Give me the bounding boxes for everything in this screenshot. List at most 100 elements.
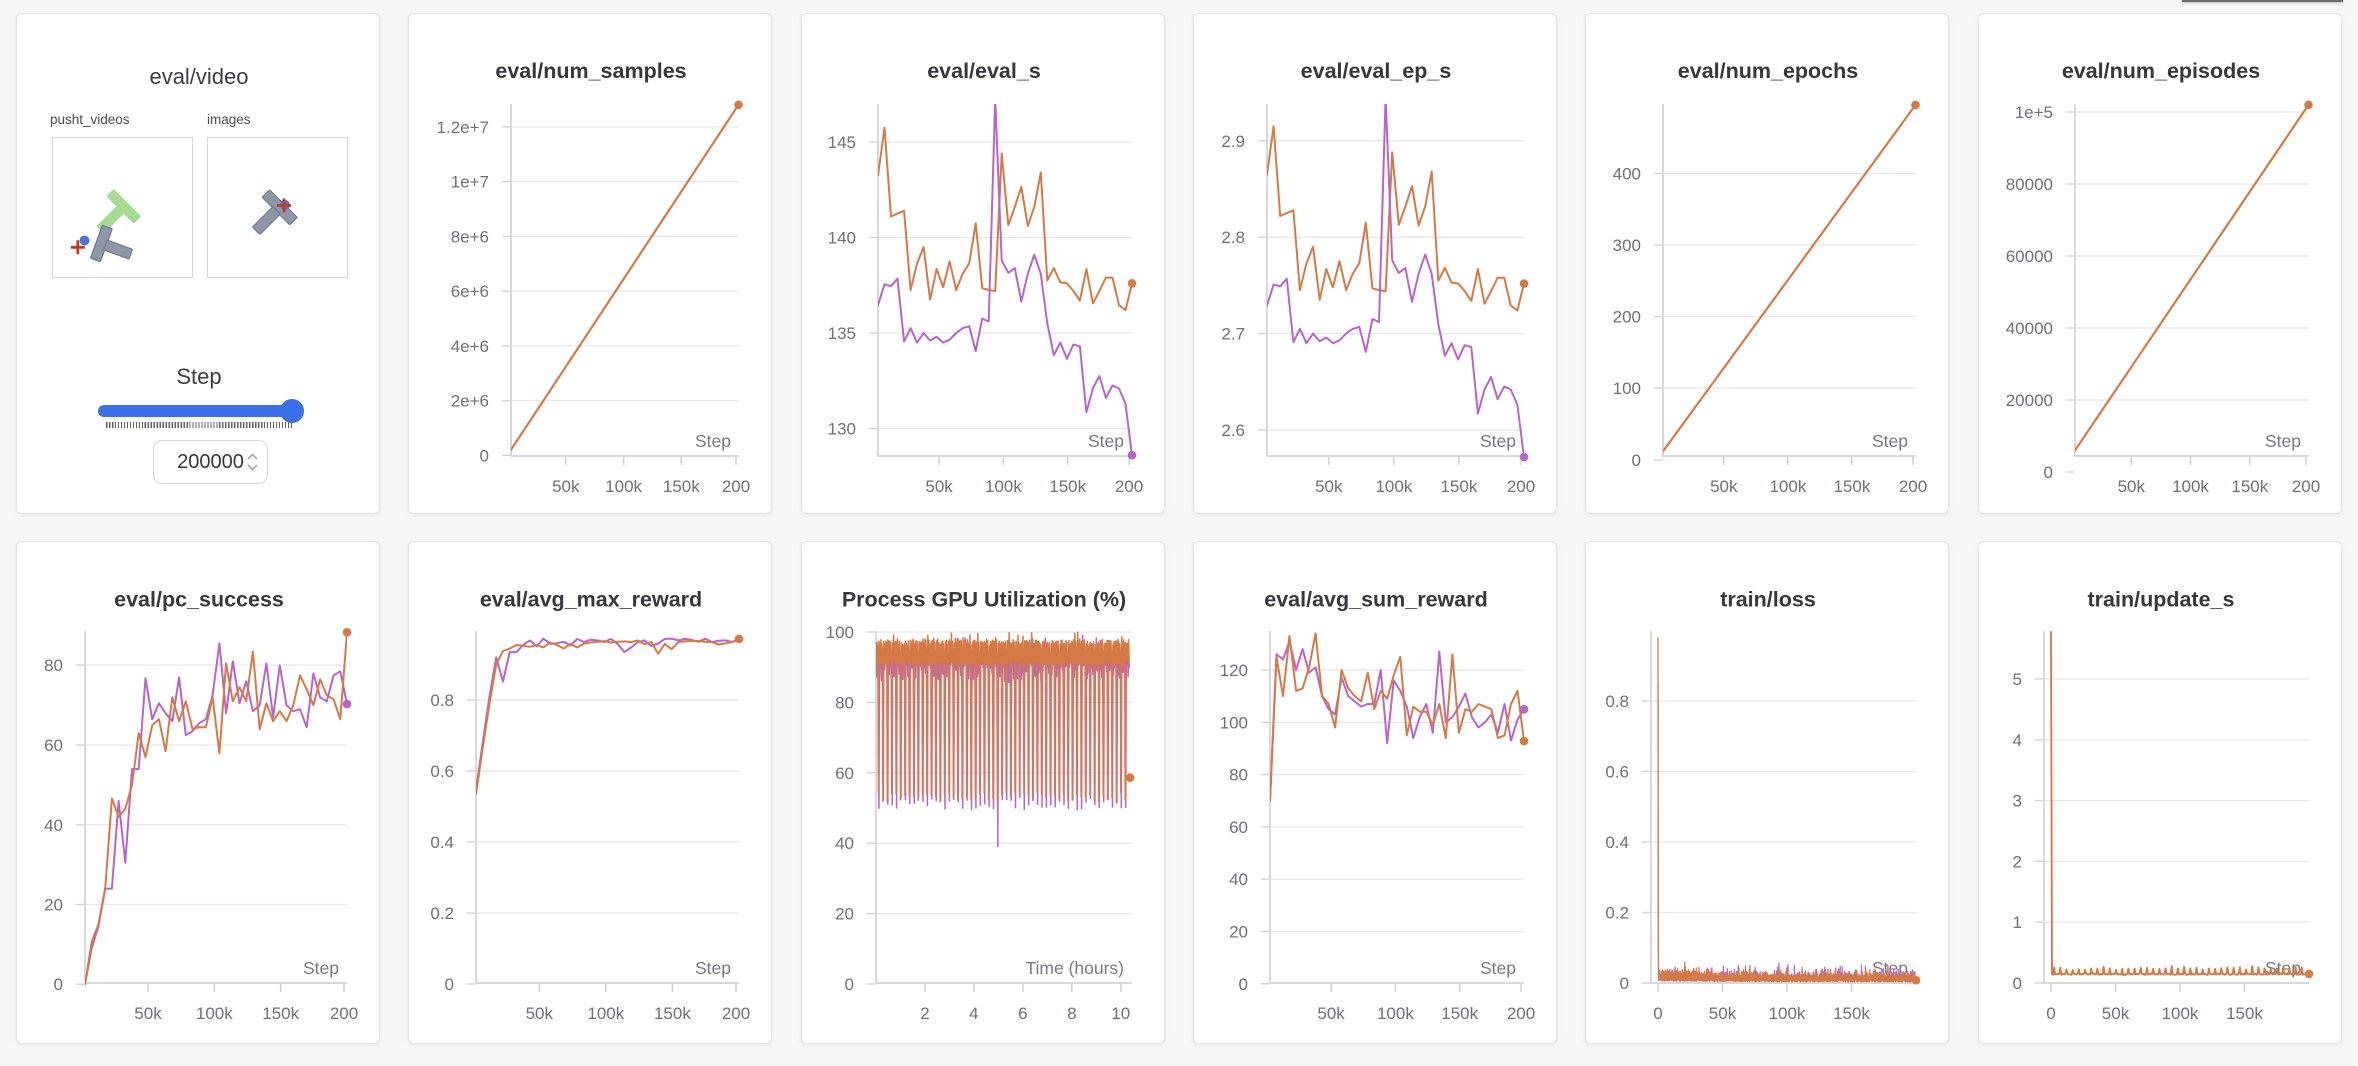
- svg-text:50k: 50k: [2101, 1004, 2129, 1023]
- svg-text:0: 0: [480, 446, 489, 465]
- svg-text:80: 80: [1229, 766, 1248, 785]
- svg-text:300: 300: [1613, 236, 1641, 255]
- svg-text:0.6: 0.6: [1606, 763, 1630, 782]
- svg-text:eval/num_epochs: eval/num_epochs: [1678, 59, 1858, 83]
- svg-text:0: 0: [1239, 975, 1248, 994]
- svg-text:150k: 150k: [663, 477, 700, 496]
- svg-text:1: 1: [2012, 913, 2021, 932]
- svg-text:20000: 20000: [2005, 391, 2052, 410]
- svg-text:5: 5: [2012, 670, 2021, 689]
- svg-text:1e+7: 1e+7: [451, 173, 489, 192]
- svg-text:4e+6: 4e+6: [451, 337, 489, 356]
- svg-text:0.6: 0.6: [431, 762, 455, 781]
- svg-text:50k: 50k: [526, 1004, 554, 1023]
- svg-text:50k: 50k: [1709, 1004, 1737, 1023]
- svg-text:Step: Step: [1872, 431, 1908, 451]
- svg-text:150k: 150k: [2231, 477, 2268, 496]
- svg-text:2: 2: [2012, 852, 2021, 871]
- svg-text:0: 0: [54, 975, 63, 994]
- svg-text:Step: Step: [1088, 431, 1124, 451]
- svg-text:135: 135: [827, 324, 855, 343]
- svg-text:2.6: 2.6: [1221, 421, 1245, 440]
- svg-text:100k: 100k: [605, 477, 642, 496]
- svg-text:150k: 150k: [262, 1004, 299, 1023]
- svg-text:0.8: 0.8: [1606, 692, 1630, 711]
- svg-text:100k: 100k: [2172, 477, 2209, 496]
- svg-text:Time (hours): Time (hours): [1025, 958, 1124, 978]
- svg-text:eval/num_episodes: eval/num_episodes: [2062, 59, 2260, 83]
- svg-text:50k: 50k: [1317, 1004, 1345, 1023]
- svg-text:100k: 100k: [196, 1004, 233, 1023]
- svg-text:100k: 100k: [1770, 477, 1807, 496]
- svg-text:40: 40: [44, 816, 63, 835]
- svg-text:60000: 60000: [2005, 247, 2052, 266]
- svg-text:eval/avg_max_reward: eval/avg_max_reward: [480, 588, 702, 612]
- svg-text:150k: 150k: [1440, 477, 1477, 496]
- svg-text:50k: 50k: [1710, 477, 1738, 496]
- svg-text:200: 200: [1899, 477, 1927, 496]
- svg-text:140: 140: [827, 229, 855, 248]
- svg-text:150k: 150k: [1834, 477, 1871, 496]
- svg-text:0.8: 0.8: [431, 691, 455, 710]
- svg-text:eval/num_samples: eval/num_samples: [496, 59, 687, 83]
- svg-text:150k: 150k: [1441, 1004, 1478, 1023]
- svg-text:150k: 150k: [654, 1004, 691, 1023]
- svg-text:200: 200: [1507, 477, 1535, 496]
- svg-text:Process GPU Utilization (%): Process GPU Utilization (%): [842, 588, 1126, 612]
- svg-text:100: 100: [825, 623, 853, 642]
- svg-text:100k: 100k: [1769, 1004, 1806, 1023]
- svg-text:train/loss: train/loss: [1721, 588, 1817, 612]
- svg-text:2.8: 2.8: [1221, 228, 1245, 247]
- svg-text:200: 200: [722, 477, 750, 496]
- svg-text:100k: 100k: [1375, 477, 1412, 496]
- svg-text:Step: Step: [303, 958, 339, 978]
- svg-text:80000: 80000: [2005, 175, 2052, 194]
- svg-text:50k: 50k: [925, 477, 953, 496]
- svg-text:Step: Step: [695, 958, 731, 978]
- svg-text:eval/eval_s: eval/eval_s: [927, 59, 1041, 83]
- svg-text:4: 4: [969, 1004, 978, 1023]
- svg-text:200: 200: [330, 1004, 358, 1023]
- svg-text:3: 3: [2012, 792, 2021, 811]
- svg-text:20: 20: [1229, 923, 1248, 942]
- svg-text:20: 20: [44, 896, 63, 915]
- svg-text:400: 400: [1613, 165, 1641, 184]
- svg-text:150k: 150k: [1833, 1004, 1870, 1023]
- svg-text:200: 200: [722, 1004, 750, 1023]
- svg-text:145: 145: [827, 133, 855, 152]
- svg-text:0.2: 0.2: [431, 904, 455, 923]
- svg-text:60: 60: [44, 736, 63, 755]
- svg-text:120: 120: [1220, 661, 1248, 680]
- svg-text:20: 20: [835, 905, 854, 924]
- svg-text:1e+5: 1e+5: [2014, 103, 2052, 122]
- svg-text:Step: Step: [2265, 431, 2301, 451]
- svg-text:0: 0: [2043, 463, 2052, 482]
- svg-text:2.9: 2.9: [1221, 132, 1245, 151]
- svg-text:50k: 50k: [2117, 477, 2145, 496]
- svg-text:0.2: 0.2: [1606, 904, 1630, 923]
- svg-text:eval/eval_ep_s: eval/eval_ep_s: [1301, 59, 1452, 83]
- svg-text:0: 0: [1654, 1004, 1663, 1023]
- svg-text:50k: 50k: [134, 1004, 162, 1023]
- svg-text:60: 60: [835, 764, 854, 783]
- svg-text:40: 40: [1229, 870, 1248, 889]
- svg-text:6: 6: [1018, 1004, 1027, 1023]
- svg-text:150k: 150k: [1049, 477, 1086, 496]
- svg-text:10: 10: [1111, 1004, 1130, 1023]
- svg-text:80: 80: [44, 656, 63, 675]
- svg-text:2.7: 2.7: [1221, 325, 1245, 344]
- svg-text:train/update_s: train/update_s: [2087, 588, 2234, 612]
- svg-text:1.2e+7: 1.2e+7: [437, 118, 489, 137]
- svg-text:8: 8: [1067, 1004, 1076, 1023]
- svg-text:40: 40: [835, 834, 854, 853]
- svg-text:100: 100: [1220, 713, 1248, 732]
- svg-text:100: 100: [1613, 379, 1641, 398]
- svg-text:0: 0: [2046, 1004, 2055, 1023]
- svg-text:100k: 100k: [2161, 1004, 2198, 1023]
- svg-text:Step: Step: [1480, 431, 1516, 451]
- svg-text:eval/pc_success: eval/pc_success: [114, 588, 284, 612]
- svg-text:80: 80: [835, 693, 854, 712]
- svg-text:0.4: 0.4: [1606, 833, 1630, 852]
- svg-text:0: 0: [1632, 451, 1641, 470]
- svg-text:eval/avg_sum_reward: eval/avg_sum_reward: [1264, 588, 1488, 612]
